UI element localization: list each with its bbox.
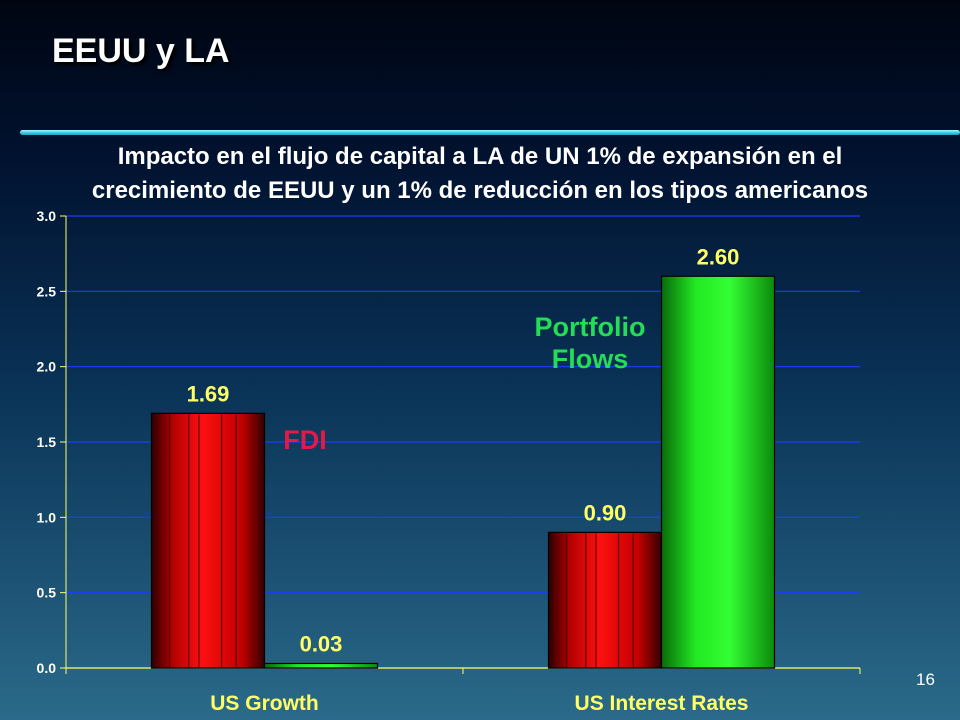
x-category-label: US Interest Rates [575, 692, 749, 715]
data-label-fdi-1: 1.69 [187, 381, 230, 406]
x-category-label: US Growth [210, 692, 319, 715]
subtitle-line-1: Impacto en el flujo de capital a LA de U… [117, 143, 843, 170]
bar-portfolio-1 [263, 662, 379, 669]
data-label-fdi-2: 0.90 [584, 500, 627, 525]
slide-title: EEUU y LA [52, 32, 230, 70]
series-label-portfolio-flows: Portfolio Flows [535, 312, 646, 374]
y-tick-label: 1.5 [37, 434, 57, 450]
data-label-portfolio-1: 0.03 [300, 631, 343, 656]
title-divider [20, 130, 960, 135]
series-label-fdi: FDI [283, 425, 327, 455]
subtitle-line-2: crecimiento de EEUU y un 1% de reducción… [91, 177, 869, 204]
chart-subtitle: Impacto en el flujo de capital a LA de U… [0, 140, 960, 208]
y-tick-label: 2.5 [37, 283, 57, 299]
labels: 0.0 0.5 1.0 1.5 2.0 2.5 3.0 1.69 0.03 US Growth 0.… [37, 208, 749, 715]
page-number: 16 [916, 670, 935, 689]
y-tick-label: 3.0 [37, 208, 57, 224]
y-tick-label: 0.0 [37, 660, 57, 676]
data-label-portfolio-2: 2.60 [697, 244, 740, 269]
bar-portfolio-2 [660, 275, 776, 669]
y-tick-label: 0.5 [37, 585, 57, 601]
y-tick-label: 1.0 [37, 509, 57, 525]
bar-fdi-1 [150, 412, 266, 669]
bar-fdi-2 [547, 531, 663, 669]
bars [150, 275, 776, 669]
y-tick-label: 2.0 [37, 359, 57, 375]
